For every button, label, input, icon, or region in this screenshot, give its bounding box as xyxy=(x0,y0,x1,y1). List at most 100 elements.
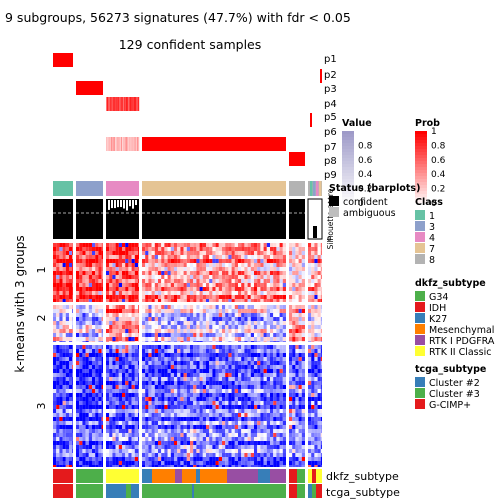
prob-legend-swatch xyxy=(415,164,427,168)
heatmap-cell xyxy=(180,385,184,389)
heatmap-cell xyxy=(279,305,283,309)
heatmap-cell xyxy=(260,275,264,279)
heatmap-cell xyxy=(62,369,66,373)
heatmap-cell xyxy=(92,305,96,309)
heatmap-cell xyxy=(270,377,274,381)
heatmap-cell xyxy=(241,425,245,429)
heatmap-cell xyxy=(190,349,194,353)
heatmap-cell xyxy=(212,341,216,342)
heatmap-cell xyxy=(298,349,302,353)
row-group-labels: 123 xyxy=(35,267,48,410)
heatmap-cell xyxy=(266,457,270,461)
heatmap-cell xyxy=(138,283,139,287)
heatmap-cell xyxy=(79,393,83,397)
heatmap-cell xyxy=(118,377,122,381)
heatmap-cell xyxy=(238,349,242,353)
heatmap-cell xyxy=(122,393,126,397)
heatmap-cell xyxy=(193,345,197,349)
heatmap-cell xyxy=(76,247,80,251)
heatmap-cell xyxy=(65,385,69,389)
heatmap-cell xyxy=(206,417,210,421)
heatmap-cell xyxy=(231,299,235,302)
heatmap-cell xyxy=(79,291,83,295)
heatmap-cell xyxy=(170,381,174,385)
heatmap-cell xyxy=(154,417,158,421)
heatmap-cell xyxy=(151,425,155,429)
heatmap-cell xyxy=(301,325,305,329)
heatmap-cell xyxy=(215,397,219,401)
heatmap-cell xyxy=(228,317,232,321)
heatmap-cell xyxy=(65,357,69,361)
heatmap-cell xyxy=(101,251,103,255)
heatmap-cell xyxy=(151,341,155,342)
heatmap-cell xyxy=(98,345,102,349)
heatmap-cell xyxy=(270,381,274,385)
heatmap-cell xyxy=(125,369,129,373)
heatmap-cell xyxy=(228,453,232,457)
heatmap-cell xyxy=(138,425,139,429)
heatmap-cell xyxy=(250,409,254,413)
heatmap-cell xyxy=(247,259,251,263)
heatmap-cell xyxy=(228,313,232,317)
heatmap-cell xyxy=(161,259,165,263)
heatmap-cell xyxy=(154,247,158,251)
heatmap-cell xyxy=(193,333,197,337)
figure-title: 9 subgroups, 56273 signatures (47.7%) wi… xyxy=(5,10,351,25)
signature-heatmap xyxy=(53,243,322,467)
heatmap-cell xyxy=(193,445,197,449)
heatmap-cell xyxy=(317,345,321,349)
heatmap-cell xyxy=(95,409,99,413)
heatmap-cell xyxy=(247,337,251,341)
prob-cell xyxy=(128,97,130,111)
heatmap-cell xyxy=(161,413,165,417)
heatmap-cell xyxy=(72,357,73,361)
heatmap-cell xyxy=(56,251,60,255)
silhouette-bar xyxy=(289,199,305,239)
heatmap-cell xyxy=(92,291,96,295)
heatmap-cell xyxy=(180,313,184,317)
heatmap-cell xyxy=(270,365,274,369)
heatmap-cell xyxy=(128,361,132,365)
heatmap-cell xyxy=(279,377,283,381)
heatmap-cell xyxy=(164,397,168,401)
heatmap-cell xyxy=(125,421,129,425)
heatmap-cell xyxy=(222,361,226,365)
heatmap-cell xyxy=(222,445,226,449)
heatmap-cell xyxy=(238,259,242,263)
heatmap-cell xyxy=(76,397,80,401)
heatmap-cell xyxy=(289,247,293,251)
heatmap-cell xyxy=(82,421,86,425)
heatmap-cell xyxy=(231,377,235,381)
heatmap-cell xyxy=(282,381,286,385)
heatmap-cell xyxy=(186,341,190,342)
heatmap-cell xyxy=(231,305,235,309)
heatmap-cell xyxy=(292,353,296,357)
heatmap-cell xyxy=(79,313,83,317)
heatmap-cell xyxy=(241,449,245,453)
heatmap-cell xyxy=(131,329,135,333)
heatmap-cell xyxy=(59,279,63,283)
heatmap-cell xyxy=(199,267,203,271)
heatmap-cell xyxy=(106,247,110,251)
heatmap-cell xyxy=(295,445,299,449)
heatmap-cell xyxy=(215,401,219,405)
heatmap-cell xyxy=(314,353,318,357)
heatmap-cell xyxy=(238,329,242,333)
heatmap-cell xyxy=(177,299,181,302)
heatmap-cell xyxy=(314,369,318,373)
heatmap-cell xyxy=(151,279,155,283)
heatmap-cell xyxy=(79,337,83,341)
heatmap-cell xyxy=(241,287,245,291)
heatmap-cell xyxy=(270,449,274,453)
heatmap-cell xyxy=(180,461,184,465)
heatmap-cell xyxy=(215,433,219,437)
heatmap-cell xyxy=(76,291,80,295)
heatmap-cell xyxy=(254,283,258,287)
heatmap-cell xyxy=(225,321,229,325)
heatmap-cell xyxy=(206,369,210,373)
heatmap-cell xyxy=(53,369,57,373)
heatmap-cell xyxy=(134,457,138,461)
value-legend-tick-label: 0.6 xyxy=(358,156,373,166)
heatmap-cell xyxy=(131,295,135,299)
heatmap-cell xyxy=(79,441,83,445)
